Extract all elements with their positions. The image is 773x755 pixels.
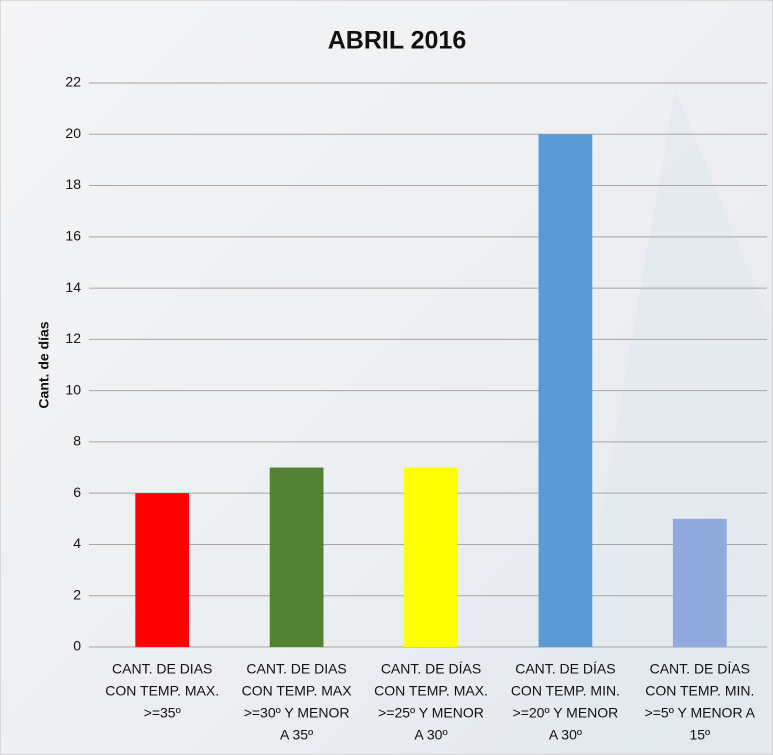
y-tick-label: 20 xyxy=(65,125,81,141)
x-tick-label: A 30º xyxy=(549,727,582,743)
y-tick-label: 12 xyxy=(65,330,81,346)
bar xyxy=(672,518,727,647)
x-tick-label: CON TEMP. MAX xyxy=(242,683,353,699)
x-tick-label: CANT. DE DIAS xyxy=(246,661,346,677)
y-tick-label: 4 xyxy=(73,535,81,551)
x-tick-label: CANT. DE DÍAS xyxy=(381,661,481,677)
x-tick-label: CANT. DE DIAS xyxy=(112,661,212,677)
y-tick-label: 10 xyxy=(65,381,81,397)
bar xyxy=(404,467,458,647)
bar xyxy=(538,134,593,648)
bar xyxy=(135,493,190,647)
y-tick-label: 18 xyxy=(65,176,81,192)
y-tick-label: 2 xyxy=(73,586,81,602)
y-tick-label: 16 xyxy=(65,228,81,244)
y-axis-label: Cant. de días xyxy=(36,321,52,408)
y-tick-label: 22 xyxy=(65,74,81,90)
x-tick-label: >=35º xyxy=(144,705,181,721)
y-tick-label: 0 xyxy=(73,638,81,654)
x-tick-label: CON TEMP. MAX. xyxy=(374,683,488,699)
x-tick-label: CANT. DE DÍAS xyxy=(515,661,615,677)
chart-title: ABRIL 2016 xyxy=(328,27,467,55)
x-tick-label: A 35º xyxy=(280,727,313,743)
x-tick-label: >=30º Y MENOR xyxy=(244,705,350,721)
x-tick-label: >=25º Y MENOR xyxy=(378,705,484,721)
x-tick-label: CANT. DE DÍAS xyxy=(650,661,750,677)
x-tick-label: CON TEMP. MAX. xyxy=(105,683,219,699)
x-tick-label: CON TEMP. MIN. xyxy=(511,683,620,699)
x-tick-label: >=20º Y MENOR xyxy=(513,705,619,721)
y-tick-label: 14 xyxy=(65,279,81,295)
bar xyxy=(269,467,324,647)
x-tick-label: A 30º xyxy=(414,727,447,743)
x-tick-label: 15º xyxy=(689,727,710,743)
x-tick-label: CON TEMP. MIN. xyxy=(645,683,754,699)
y-tick-label: 8 xyxy=(73,433,81,449)
x-tick-label: >=5º Y MENOR A xyxy=(645,705,756,721)
y-tick-label: 6 xyxy=(73,484,81,500)
